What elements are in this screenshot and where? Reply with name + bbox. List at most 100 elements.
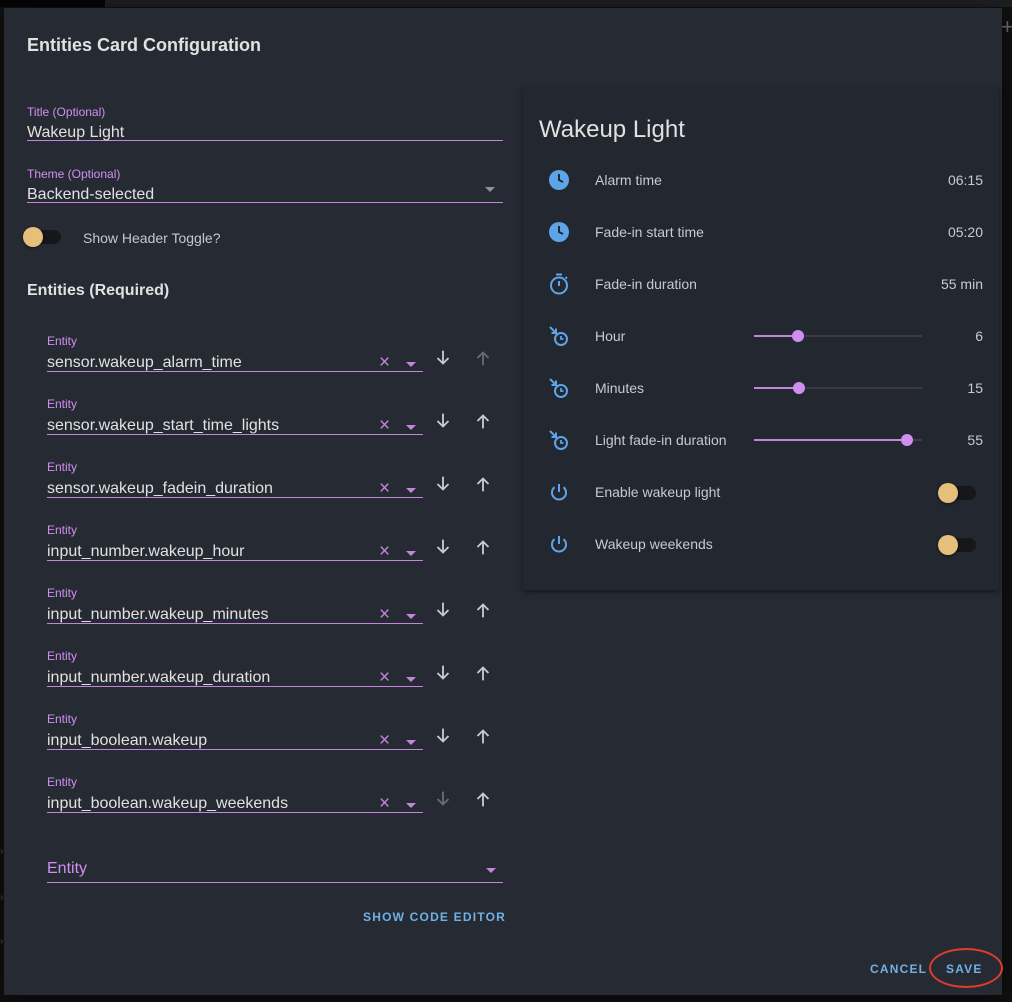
preview-row-name: Enable wakeup light <box>595 484 721 500</box>
clear-icon[interactable]: × <box>379 793 391 814</box>
clear-icon[interactable]: × <box>379 541 391 562</box>
entity-label: Entity <box>47 460 78 474</box>
chevron-down-icon[interactable] <box>406 740 416 745</box>
background-bar <box>0 0 105 7</box>
background-glyph: › <box>0 892 4 903</box>
chevron-down-icon[interactable] <box>406 551 416 556</box>
move-up-icon[interactable] <box>472 347 494 369</box>
entity-label: Entity <box>47 397 78 411</box>
move-up-icon[interactable] <box>472 599 494 621</box>
preview-row-state: 55 <box>967 432 983 448</box>
header-toggle-switch[interactable] <box>23 227 61 247</box>
value-slider[interactable] <box>754 382 922 394</box>
slider-thumb[interactable] <box>791 330 804 342</box>
move-up-icon[interactable] <box>472 536 494 558</box>
highlight-ring <box>929 948 1003 988</box>
chevron-down-icon[interactable] <box>406 614 416 619</box>
entity-value[interactable]: input_boolean.wakeup <box>47 732 208 749</box>
move-up-icon[interactable] <box>472 473 494 495</box>
preview-card-title: Wakeup Light <box>539 116 685 143</box>
show-code-editor-button[interactable]: SHOW CODE EDITOR <box>363 910 506 924</box>
clear-icon[interactable]: × <box>379 667 391 688</box>
clear-icon[interactable]: × <box>379 415 391 436</box>
theme-select-label: Theme (Optional) <box>27 167 121 181</box>
chevron-down-icon[interactable] <box>406 677 416 682</box>
move-down-icon[interactable] <box>432 788 454 810</box>
add-entity-placeholder: Entity <box>47 860 88 877</box>
title-field-value[interactable]: Wakeup Light <box>27 124 125 141</box>
background-glyph: › <box>0 936 4 947</box>
title-field[interactable]: Title (Optional) Wakeup Light <box>27 105 503 141</box>
move-down-icon[interactable] <box>432 662 454 684</box>
entity-switch[interactable] <box>938 483 976 503</box>
preview-card: Wakeup Light Alarm time 06:15 Fade-in star… <box>523 88 999 590</box>
move-down-icon[interactable] <box>432 536 454 558</box>
move-down-icon[interactable] <box>432 410 454 432</box>
entity-value[interactable]: sensor.wakeup_start_time_lights <box>47 417 280 434</box>
move-down-icon[interactable] <box>432 725 454 747</box>
alarm-arrow-icon <box>547 324 571 348</box>
preview-row-state: 6 <box>975 328 983 344</box>
add-entity-select[interactable]: Entity <box>47 848 503 883</box>
theme-select[interactable]: Theme (Optional) Backend-selected <box>27 167 503 203</box>
clear-icon[interactable]: × <box>379 352 391 373</box>
move-down-icon[interactable] <box>432 599 454 621</box>
preview-row-name: Hour <box>595 328 626 344</box>
chevron-down-icon[interactable] <box>406 488 416 493</box>
clock-icon <box>547 220 571 244</box>
entity-switch[interactable] <box>938 535 976 555</box>
switch-knob <box>23 227 43 247</box>
preview-row-name: Minutes <box>595 380 645 396</box>
preview-row: Light fade-in duration 55 <box>523 416 999 468</box>
entity-row[interactable]: Entity sensor.wakeup_fadein_duration × <box>47 460 423 498</box>
clear-icon[interactable]: × <box>379 730 391 751</box>
entity-row[interactable]: Entity input_boolean.wakeup × <box>47 712 423 750</box>
move-down-icon[interactable] <box>432 347 454 369</box>
preview-row-state: 05:20 <box>947 224 983 240</box>
chevron-down-icon[interactable] <box>486 868 496 873</box>
entity-value[interactable]: sensor.wakeup_alarm_time <box>47 354 242 371</box>
preview-row-name: Fade-in duration <box>595 276 697 292</box>
entity-value[interactable]: input_boolean.wakeup_weekends <box>47 795 289 812</box>
chevron-down-icon[interactable] <box>485 187 495 192</box>
slider-thumb[interactable] <box>900 434 913 446</box>
move-up-icon[interactable] <box>472 410 494 432</box>
move-up-icon[interactable] <box>472 725 494 747</box>
chevron-down-icon[interactable] <box>406 425 416 430</box>
alarm-arrow-icon <box>547 376 571 400</box>
slider-thumb[interactable] <box>793 382 806 394</box>
entity-value[interactable]: input_number.wakeup_minutes <box>47 606 269 623</box>
preview-row-name: Alarm time <box>595 172 662 188</box>
move-up-icon[interactable] <box>472 662 494 684</box>
entity-row[interactable]: Entity input_boolean.wakeup_weekends × <box>47 775 423 813</box>
preview-row-name: Fade-in start time <box>595 224 704 240</box>
cancel-button[interactable]: CANCEL <box>870 962 928 976</box>
entity-value[interactable]: input_number.wakeup_hour <box>47 543 245 560</box>
preview-row: Minutes 15 <box>523 364 999 416</box>
entity-value[interactable]: input_number.wakeup_duration <box>47 669 271 686</box>
entity-row[interactable]: Entity sensor.wakeup_alarm_time × <box>47 334 423 372</box>
entities-heading: Entities (Required) <box>27 282 170 299</box>
value-slider[interactable] <box>754 330 922 342</box>
preview-row: Alarm time 06:15 <box>523 156 999 208</box>
clear-icon[interactable]: × <box>379 604 391 625</box>
dialog-title: Entities Card Configuration <box>27 35 261 55</box>
entity-row[interactable]: Entity sensor.wakeup_start_time_lights × <box>47 397 423 435</box>
move-down-icon[interactable] <box>432 473 454 495</box>
move-up-icon[interactable] <box>472 788 494 810</box>
theme-select-value: Backend-selected <box>27 186 155 203</box>
entity-row[interactable]: Entity input_number.wakeup_duration × <box>47 649 423 687</box>
entity-row[interactable]: Entity input_number.wakeup_hour × <box>47 523 423 561</box>
entity-label: Entity <box>47 775 78 789</box>
entity-row[interactable]: Entity input_number.wakeup_minutes × <box>47 586 423 624</box>
preview-row: Fade-in duration 55 min <box>523 260 999 312</box>
preview-row: Fade-in start time 05:20 <box>523 208 999 260</box>
entity-value[interactable]: sensor.wakeup_fadein_duration <box>47 480 273 497</box>
title-field-label: Title (Optional) <box>27 105 106 119</box>
entity-label: Entity <box>47 649 78 663</box>
chevron-down-icon[interactable] <box>406 362 416 367</box>
clear-icon[interactable]: × <box>379 478 391 499</box>
chevron-down-icon[interactable] <box>406 803 416 808</box>
value-slider[interactable] <box>754 434 922 446</box>
plus-icon: + <box>1001 14 1012 39</box>
